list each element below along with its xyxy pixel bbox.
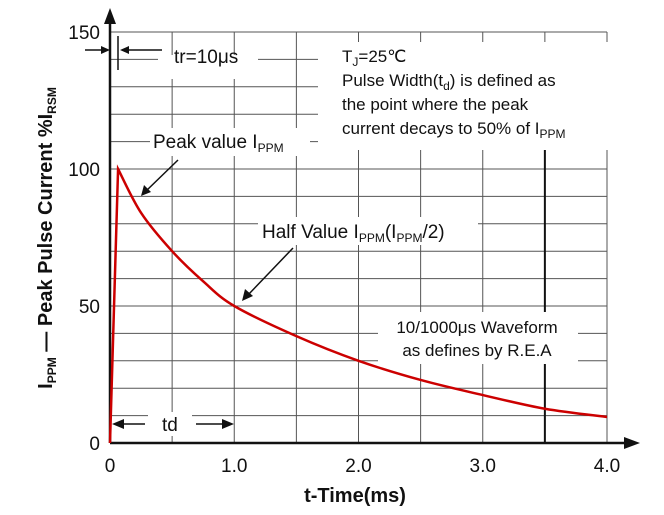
td-label: td [162, 415, 178, 436]
waveform-label-background [378, 312, 578, 364]
y-axis-arrowhead [104, 8, 116, 24]
x-tick-label: 0 [105, 456, 116, 477]
x-tick-label: 4.0 [594, 456, 620, 477]
td-label-background [148, 412, 192, 436]
waveform-curve [108, 164, 608, 444]
waveform-label-line-2: as defines by R.E.A [402, 341, 552, 360]
note-background [318, 42, 608, 150]
peak-label-background [150, 128, 310, 156]
half-label-background [258, 217, 478, 245]
y-tick-label: 50 [79, 297, 100, 318]
waveform-label-line-1: 10/1000μs Waveform [396, 318, 557, 337]
td-arrowhead-left [112, 419, 124, 429]
peak-arrow [144, 159, 179, 193]
x-tick-label: 3.0 [470, 456, 496, 477]
peak-label: Peak value IPPM [153, 132, 284, 155]
tr-label-background [158, 55, 258, 79]
y-axis-label: IPPM — Peak Pulse Current %IRSM [35, 87, 59, 389]
x-tick-label: 1.0 [221, 456, 247, 477]
half-value-label: Half Value IPPM(IPPM/2) [262, 222, 445, 245]
tick-labels: 0 1.0 2.0 3.0 4.0 0 50 100 150 [68, 23, 620, 477]
half-arrow [246, 247, 294, 297]
y-tick-label: 100 [68, 160, 100, 181]
tr-arrowhead-right [120, 46, 129, 54]
peak-arrowhead [141, 185, 151, 196]
note-line-2: Pulse Width(td) is defined as [342, 71, 556, 93]
note-line-1: TJ=25℃ [342, 47, 406, 69]
axes [104, 8, 640, 449]
x-axis-label: t-Time(ms) [304, 485, 406, 507]
tr-arrowhead-left [101, 46, 110, 54]
note-line-3: the point where the peak [342, 95, 529, 114]
series [108, 164, 608, 444]
pulse-width-note: TJ=25℃ Pulse Width(td) is defined as the… [342, 47, 566, 141]
tr-label: tr=10μs [174, 47, 238, 68]
note-line-4: current decays to 50% of IPPM [342, 119, 566, 141]
y-tick-label: 150 [68, 23, 100, 44]
half-arrowhead [242, 289, 253, 301]
td-arrowhead-right [222, 419, 234, 429]
x-axis-arrowhead [624, 437, 640, 449]
y-tick-label: 0 [89, 434, 100, 455]
x-tick-label: 2.0 [345, 456, 371, 477]
